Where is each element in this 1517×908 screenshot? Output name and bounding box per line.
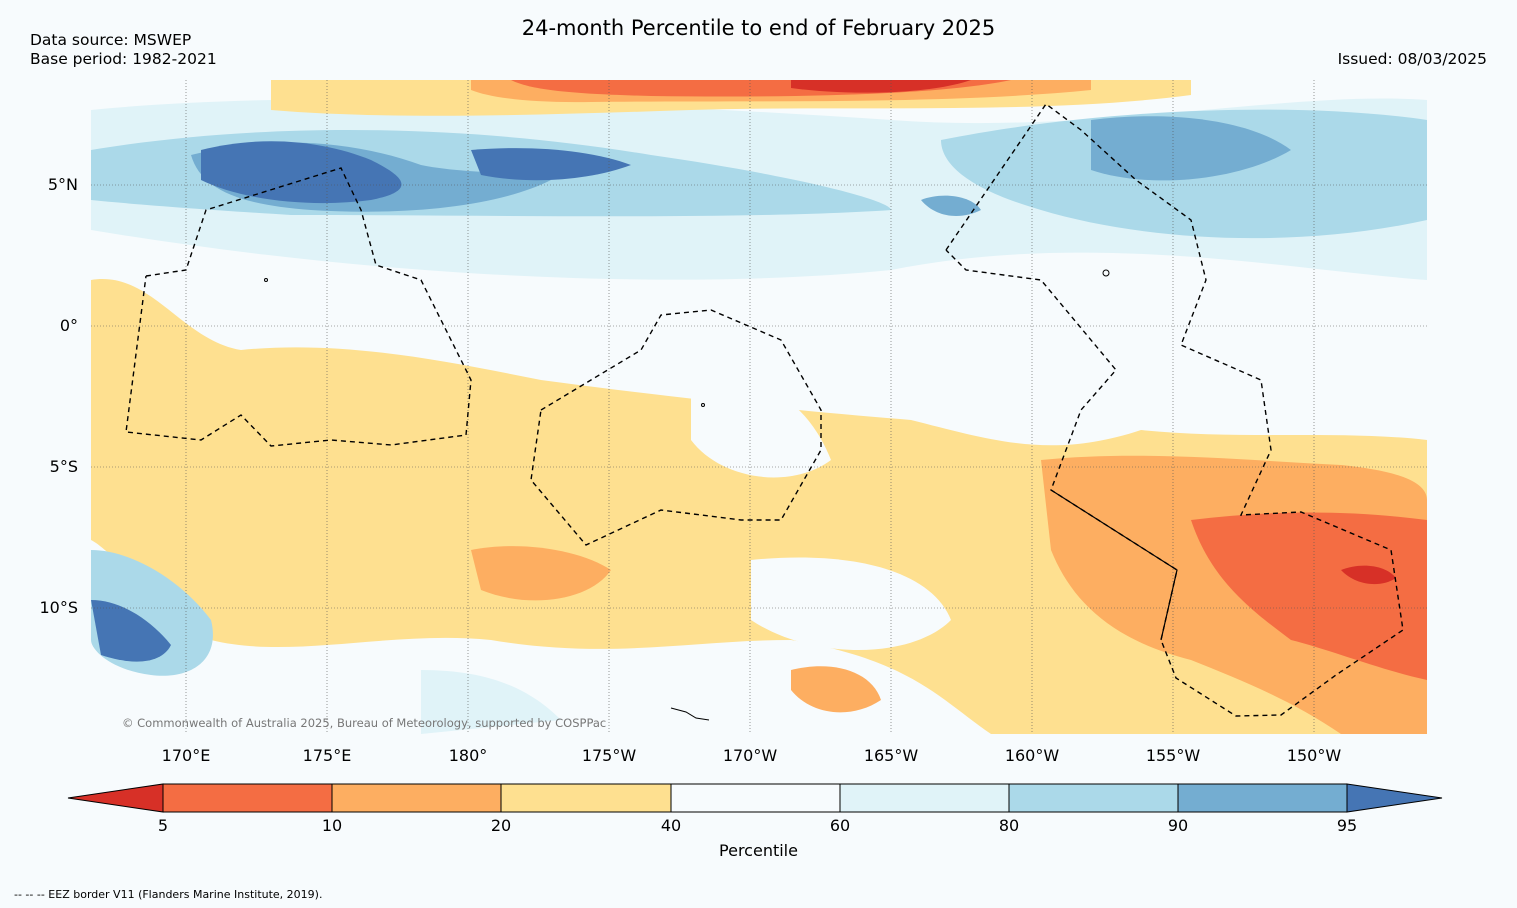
wet-region-sw-95 — [91, 600, 171, 662]
normal-patch-central — [691, 378, 831, 478]
dry-region-south — [91, 279, 1427, 734]
normal-patch-south — [751, 557, 951, 650]
island-outlines — [264, 269, 1110, 721]
lat-label-10s: 10°S — [39, 598, 78, 617]
cbar-tick-90: 90 — [1167, 816, 1189, 835]
eez-footnote: -- -- -- EEZ border V11 (Flanders Marine… — [14, 888, 323, 901]
lon-label-150w: 150°W — [1286, 746, 1342, 765]
eez-kiribati-gilbert — [125, 167, 472, 447]
cbar-tick-40: 40 — [660, 816, 682, 835]
cbar-swatch-5-10 — [162, 783, 333, 813]
wet-patch-central — [471, 148, 631, 181]
eez-tokelau — [530, 309, 822, 546]
eez-line-islands — [945, 103, 1404, 717]
wet-patch-south — [421, 670, 561, 734]
cbar-tick-20: 20 — [490, 816, 512, 835]
colorbar — [60, 778, 1450, 822]
cbar-swatch-gt95 — [1346, 783, 1443, 813]
map-title: 24-month Percentile to end of February 2… — [521, 16, 996, 40]
cbar-tick-80: 80 — [998, 816, 1020, 835]
copyright-notice: © Commonwealth of Australia 2025, Bureau… — [122, 716, 607, 730]
map-canvas — [91, 80, 1427, 734]
eez-solid-segment — [1050, 489, 1178, 641]
cbar-tick-60: 60 — [829, 816, 851, 835]
dry-band-north-5 — [791, 80, 971, 93]
base-period-label: Base period: 1982-2021 — [30, 50, 217, 68]
cbar-tick-5: 5 — [157, 816, 169, 835]
graticule — [91, 80, 1427, 734]
colorbar-title: Percentile — [719, 841, 798, 860]
cbar-swatch-lt5 — [67, 783, 164, 813]
lon-label-160w: 160°W — [1004, 746, 1060, 765]
cbar-tick-10: 10 — [321, 816, 343, 835]
dry-region-se-10 — [1191, 512, 1427, 680]
cbar-swatch-10-20 — [331, 783, 502, 813]
cbar-swatch-90-95 — [1177, 783, 1348, 813]
eez-borders — [125, 103, 1404, 717]
dry-patch-south-20 — [791, 666, 881, 713]
wet-region-95 — [201, 141, 402, 204]
dry-patch-central-20 — [471, 546, 611, 601]
lat-label-0: 0° — [59, 316, 78, 335]
cbar-swatch-40-60 — [670, 783, 841, 813]
lon-label-180: 180° — [448, 746, 488, 765]
wet-patch-small — [921, 195, 981, 216]
percentile-map — [91, 80, 1427, 734]
cbar-swatch-80-90 — [1008, 783, 1179, 813]
issued-date-label: Issued: 08/03/2025 — [1337, 50, 1487, 68]
lon-label-175e: 175°E — [302, 746, 352, 765]
cbar-tick-95: 95 — [1336, 816, 1358, 835]
wet-region-ne — [1091, 116, 1291, 181]
dry-region-se-5 — [1341, 565, 1396, 585]
colorbar-svg — [67, 783, 1443, 813]
cbar-swatch-20-40 — [500, 783, 672, 813]
lon-label-170w: 170°W — [722, 746, 778, 765]
lon-label-170e: 170°E — [161, 746, 211, 765]
lat-label-5s: 5°S — [49, 457, 78, 476]
lon-label-175w: 175°W — [581, 746, 637, 765]
lon-label-155w: 155°W — [1145, 746, 1201, 765]
cbar-swatch-60-80 — [839, 783, 1010, 813]
lat-label-5n: 5°N — [47, 175, 78, 194]
data-source-label: Data source: MSWEP — [30, 31, 192, 49]
lon-label-165w: 165°W — [863, 746, 919, 765]
